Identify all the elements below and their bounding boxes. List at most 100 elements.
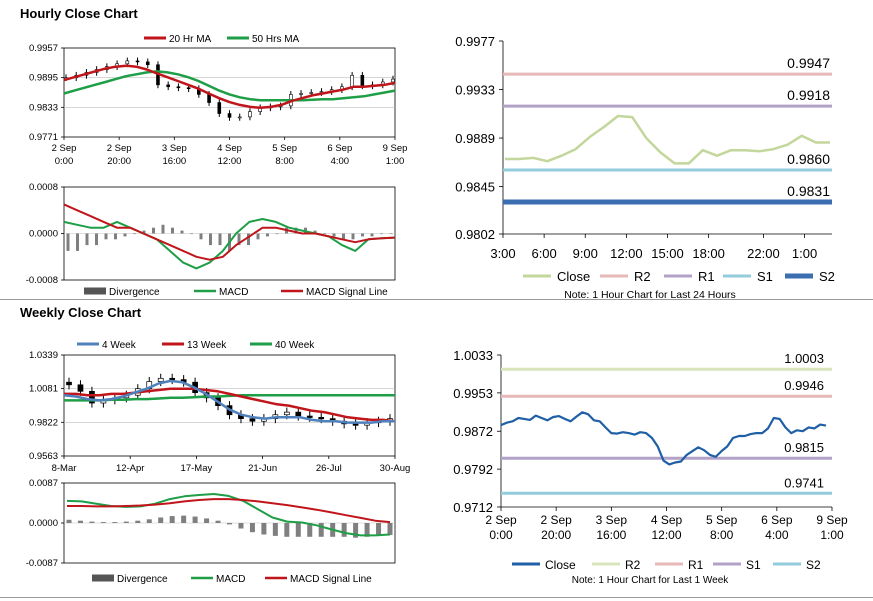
hourly-price-xtick-label: 16:00 (162, 156, 186, 167)
hourly-candle-body (186, 87, 191, 90)
weekly-1w-level-label: 0.9946 (784, 378, 824, 393)
weekly-divergence-bar (89, 521, 95, 523)
weekly-candle-body (249, 418, 256, 422)
weekly-1w-xtick-label: 3 Sep (596, 513, 628, 527)
weekly-divergence-bar (77, 520, 83, 523)
weekly-price-xtick-label: 12-Apr (116, 463, 145, 474)
hourly-24h-xtick-label: 1:00 (792, 246, 817, 261)
weekly-candle-body (89, 390, 95, 404)
hourly-24h-legend-label: R2 (634, 269, 651, 284)
hourly-candle-body (391, 78, 395, 83)
hourly-candle-body (248, 111, 252, 118)
weekly-1w-xtick-label: 20:00 (541, 528, 571, 542)
hourly-24h-legend-label: S1 (757, 269, 773, 284)
hourly-price-xtick-label: 20:00 (107, 156, 131, 167)
weekly-price-xtick-label: 17-May (181, 463, 213, 474)
hourly-divergence-bar (237, 233, 241, 246)
hourly-candle-body (237, 116, 242, 119)
hourly-price-xtick-label: 2 Sep (107, 143, 132, 154)
hourly-macd-ytick-label: 0.0000 (29, 229, 58, 240)
hourly-24h-ytick-label: 0.9933 (455, 83, 495, 98)
legend-4-week-label: 4 Week (102, 340, 137, 351)
weekly-price-frame (63, 354, 396, 457)
hourly-candle-body (145, 61, 150, 66)
weekly-candle-body (169, 377, 176, 381)
hourly-divergence-bar (180, 230, 184, 234)
hourly-macd-ytick-label: -0.0008 (26, 275, 58, 286)
weekly-divergence-bar (215, 520, 221, 523)
weekly-1w-xtick-label: 16:00 (596, 528, 626, 542)
weekly-1w-xtick-label: 12:00 (651, 528, 681, 542)
weekly-1w-xtick-label: 1:00 (820, 528, 844, 542)
weekly-candle-body (295, 411, 302, 417)
hourly-24h-level-label: 0.9831 (787, 183, 830, 199)
hourly-candle-body (166, 84, 170, 88)
hourly-price-xtick-label: 0:00 (55, 156, 74, 167)
hourly-24h-legend-label: Close (557, 269, 590, 284)
weekly-1w-xtick-label: 2 Sep (485, 513, 517, 527)
hourly-24h-xtick-label: 15:00 (651, 246, 684, 261)
weekly-macd-ytick-label: -0.0087 (26, 558, 58, 569)
hourly-24h-level-label: 0.9860 (787, 151, 830, 167)
hourly-24h-ytick-label: 0.9889 (455, 131, 495, 146)
hourly-divergence-bar (256, 233, 260, 240)
weekly-1w-xtick-label: 5 Sep (706, 513, 738, 527)
hourly-divergence-bar (266, 233, 269, 237)
weekly-divergence-bar (284, 523, 290, 537)
weekly-price-xtick-label: 21-Jun (248, 463, 277, 474)
hourly-price-xtick-label: 5 Sep (272, 143, 297, 154)
weekly-divergence-bar (376, 523, 382, 536)
hourly-price-xtick-label: 4:00 (331, 156, 350, 167)
weekly-candle-body (352, 423, 359, 426)
weekly-legend-macd-signal-label: MACD Signal Line (290, 574, 372, 585)
weekly-1w-xtick-label: 2 Sep (540, 513, 572, 527)
hourly-24h-xtick-label: 9:00 (573, 246, 598, 261)
weekly-price-ytick-label: 1.0339 (29, 350, 58, 361)
hourly-candle-body (360, 74, 365, 87)
weekly-divergence-bar (353, 523, 359, 538)
hourly-20hr-ma-line (63, 64, 396, 110)
weekly-macd-ytick-label: 0.0087 (29, 478, 58, 489)
weekly-divergence-bar (272, 523, 278, 536)
hourly-price-ytick-label: 0.9771 (29, 132, 58, 143)
hourly-divergence-bar (370, 233, 374, 237)
section-divider (0, 299, 873, 300)
weekly-legend-macd-label: MACD (216, 574, 245, 585)
weekly-1w-legend-label: S1 (746, 558, 761, 572)
weekly-1w-ytick-label: 0.9712 (453, 500, 493, 515)
hourly-divergence-bar (294, 227, 298, 234)
hourly-divergence-bar (380, 233, 383, 235)
hourly-24h-legend-label: R1 (698, 269, 715, 284)
weekly-price-xtick-label: 30-Aug (380, 463, 411, 474)
weekly-divergence-bar (192, 516, 198, 523)
weekly-1w-xtick-label: 4 Sep (651, 513, 683, 527)
weekly-divergence-bar (387, 523, 393, 535)
weekly-1w-xtick-label: 9 Sep (816, 513, 848, 527)
hourly-price-xtick-label: 2 Sep (52, 143, 77, 154)
weekly-1w-legend-label: R1 (688, 558, 704, 572)
hourly-24h-xtick-label: 12:00 (610, 246, 643, 261)
weekly-1w-note: Note: 1 Hour Chart for Last 1 Week (572, 575, 730, 586)
hourly-divergence-bar (247, 233, 250, 246)
hourly-candle-body (176, 86, 181, 89)
weekly-40wk-ma-line (64, 393, 395, 402)
weekly-divergence-bar (135, 520, 141, 523)
hourly-24h-legend-label: S2 (819, 269, 835, 284)
hourly-divergence-bar (190, 233, 193, 235)
weekly-price-xtick-label: 26-Jul (316, 463, 342, 474)
weekly-divergence-bar (100, 522, 106, 523)
weekly-candle-body (77, 384, 84, 392)
weekly-price-ytick-label: 0.9563 (29, 451, 58, 462)
hourly-divergence-bar (389, 233, 393, 235)
hourly-candle-body (135, 60, 140, 63)
hourly-divergence-bar (123, 233, 127, 237)
weekly-candle-body (157, 377, 164, 382)
weekly-divergence-bar (295, 523, 301, 537)
weekly-candle-body (306, 415, 313, 418)
hourly-divergence-bar (142, 230, 146, 234)
weekly-1w-close-line (500, 411, 827, 466)
hourly-price-ytick-label: 0.9833 (29, 102, 58, 113)
weekly-1w-xtick-label: 6 Sep (761, 513, 793, 527)
hourly-50hr-ma-line (63, 70, 396, 102)
